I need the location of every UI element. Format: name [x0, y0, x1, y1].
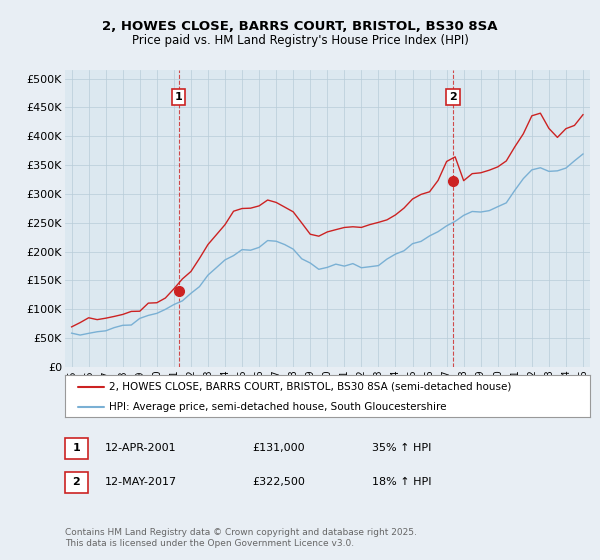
Text: 35% ↑ HPI: 35% ↑ HPI	[372, 443, 431, 453]
Text: Price paid vs. HM Land Registry's House Price Index (HPI): Price paid vs. HM Land Registry's House …	[131, 34, 469, 46]
Text: 2: 2	[449, 92, 457, 102]
Text: 2: 2	[73, 477, 80, 487]
Text: 1: 1	[175, 92, 182, 102]
Text: 12-MAY-2017: 12-MAY-2017	[105, 477, 177, 487]
Text: Contains HM Land Registry data © Crown copyright and database right 2025.
This d: Contains HM Land Registry data © Crown c…	[65, 528, 416, 548]
Text: 2, HOWES CLOSE, BARRS COURT, BRISTOL, BS30 8SA: 2, HOWES CLOSE, BARRS COURT, BRISTOL, BS…	[102, 20, 498, 32]
Text: 12-APR-2001: 12-APR-2001	[105, 443, 176, 453]
Text: 1: 1	[73, 443, 80, 453]
Text: 2, HOWES CLOSE, BARRS COURT, BRISTOL, BS30 8SA (semi-detached house): 2, HOWES CLOSE, BARRS COURT, BRISTOL, BS…	[109, 381, 512, 391]
Text: £322,500: £322,500	[252, 477, 305, 487]
Text: £131,000: £131,000	[252, 443, 305, 453]
Text: HPI: Average price, semi-detached house, South Gloucestershire: HPI: Average price, semi-detached house,…	[109, 402, 447, 412]
Text: 18% ↑ HPI: 18% ↑ HPI	[372, 477, 431, 487]
